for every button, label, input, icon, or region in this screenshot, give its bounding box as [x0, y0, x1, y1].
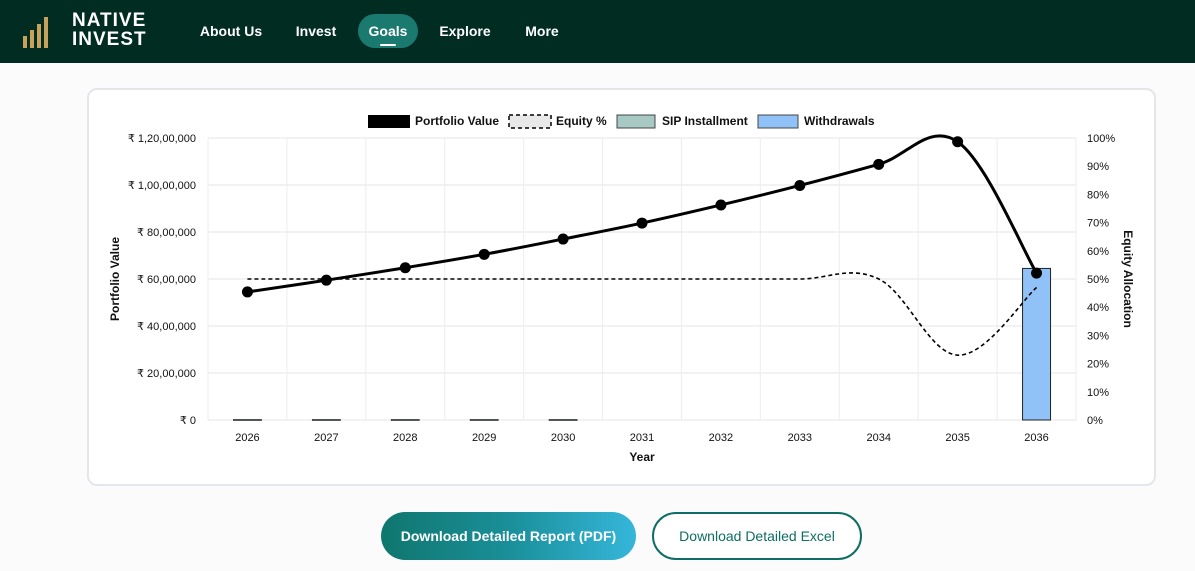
nav-invest[interactable]: Invest: [288, 14, 344, 48]
y-right-tick-label: 100%: [1087, 133, 1115, 145]
nav-goals[interactable]: Goals: [358, 14, 418, 48]
y-left-axis-title: Portfolio Value: [108, 237, 122, 321]
x-tick-label: 2035: [945, 432, 969, 444]
nav-about-us-label: About Us: [199, 23, 263, 39]
brand-line1: NATIVE: [72, 10, 147, 31]
portfolio-value-point: [794, 179, 806, 191]
x-tick-label: 2032: [709, 432, 733, 444]
y-left-tick-label: ₹ 1,20,00,000: [128, 133, 196, 145]
nav-underline-strip: [92, 58, 1152, 63]
nav-more-label: More: [525, 23, 559, 39]
y-left-tick-label: ₹ 80,00,000: [137, 227, 196, 239]
y-right-tick-label: 60%: [1087, 246, 1109, 258]
nav-goals-label: Goals: [368, 23, 408, 39]
y-left-tick-label: ₹ 60,00,000: [137, 274, 196, 286]
y-right-tick-label: 0%: [1087, 415, 1103, 427]
x-tick-label: 2026: [235, 432, 259, 444]
legend-label: Equity %: [556, 114, 607, 128]
x-tick-label: 2030: [551, 432, 575, 444]
y-right-axis-title: Equity Allocation: [1121, 230, 1135, 328]
nav-invest-label: Invest: [295, 23, 337, 39]
portfolio-value-point: [557, 233, 569, 245]
x-tick-label: 2031: [630, 432, 654, 444]
y-left-tick-label: ₹ 0: [180, 415, 196, 427]
portfolio-value-point: [715, 199, 727, 211]
sip-installment-bar: [548, 419, 578, 421]
sip-installment-bar: [469, 419, 499, 421]
portfolio-value-point: [241, 286, 253, 298]
y-right-tick-label: 30%: [1087, 330, 1109, 342]
x-tick-label: 2033: [788, 432, 812, 444]
legend-label: Withdrawals: [804, 114, 875, 128]
x-tick-label: 2027: [314, 432, 338, 444]
portfolio-value-point: [399, 262, 411, 274]
sip-installment-bar: [233, 419, 262, 421]
x-tick-label: 2034: [866, 432, 890, 444]
y-right-tick-label: 40%: [1087, 302, 1109, 314]
sip-installment-bar: [390, 419, 420, 421]
download-pdf-button[interactable]: Download Detailed Report (PDF): [381, 512, 636, 560]
active-indicator: [380, 44, 396, 46]
portfolio-value-point: [636, 217, 648, 229]
download-excel-button[interactable]: Download Detailed Excel: [652, 512, 862, 560]
legend-label: Portfolio Value: [415, 114, 499, 128]
portfolio-value-point: [478, 248, 490, 260]
nav-explore[interactable]: Explore: [432, 14, 498, 48]
nav-about-us[interactable]: About Us: [193, 14, 269, 48]
y-left-tick-label: ₹ 1,00,00,000: [128, 180, 196, 192]
portfolio-value-point: [1031, 267, 1043, 279]
portfolio-value-point: [873, 158, 885, 170]
sip-installment-bar: [311, 419, 341, 421]
x-axis-title: Year: [629, 450, 655, 464]
y-left-tick-label: ₹ 40,00,000: [137, 321, 196, 333]
y-right-tick-label: 80%: [1087, 189, 1109, 201]
x-tick-label: 2029: [472, 432, 496, 444]
nav-explore-label: Explore: [439, 23, 491, 39]
y-right-tick-label: 50%: [1087, 274, 1109, 286]
brand-line2: INVEST: [72, 29, 147, 50]
portfolio-value-line: [247, 134, 1038, 294]
nav-more[interactable]: More: [516, 14, 568, 48]
y-right-tick-label: 90%: [1087, 161, 1109, 173]
y-left-tick-label: ₹ 20,00,000: [137, 368, 196, 380]
legend-swatch-equity: [508, 114, 552, 129]
portfolio-value-point: [952, 136, 964, 148]
withdrawal-bar: [1022, 267, 1052, 421]
legend-label: SIP Installment: [662, 114, 748, 128]
brand-name[interactable]: NATIVE INVEST: [72, 11, 147, 49]
portfolio-value-point: [320, 274, 332, 286]
legend-swatch-withdrawals: [757, 114, 799, 129]
brand-logo-icon[interactable]: [22, 14, 52, 48]
legend-swatch-sip: [616, 114, 656, 129]
y-right-tick-label: 20%: [1087, 359, 1109, 371]
y-right-tick-label: 70%: [1087, 218, 1109, 230]
legend-swatch-portfolio: [368, 115, 410, 128]
x-tick-label: 2036: [1024, 432, 1048, 444]
equity-line: [247, 272, 1038, 356]
x-tick-label: 2028: [393, 432, 417, 444]
y-right-tick-label: 10%: [1087, 387, 1109, 399]
top-navbar: NATIVE INVEST About Us Invest Goals Expl…: [0, 0, 1195, 63]
